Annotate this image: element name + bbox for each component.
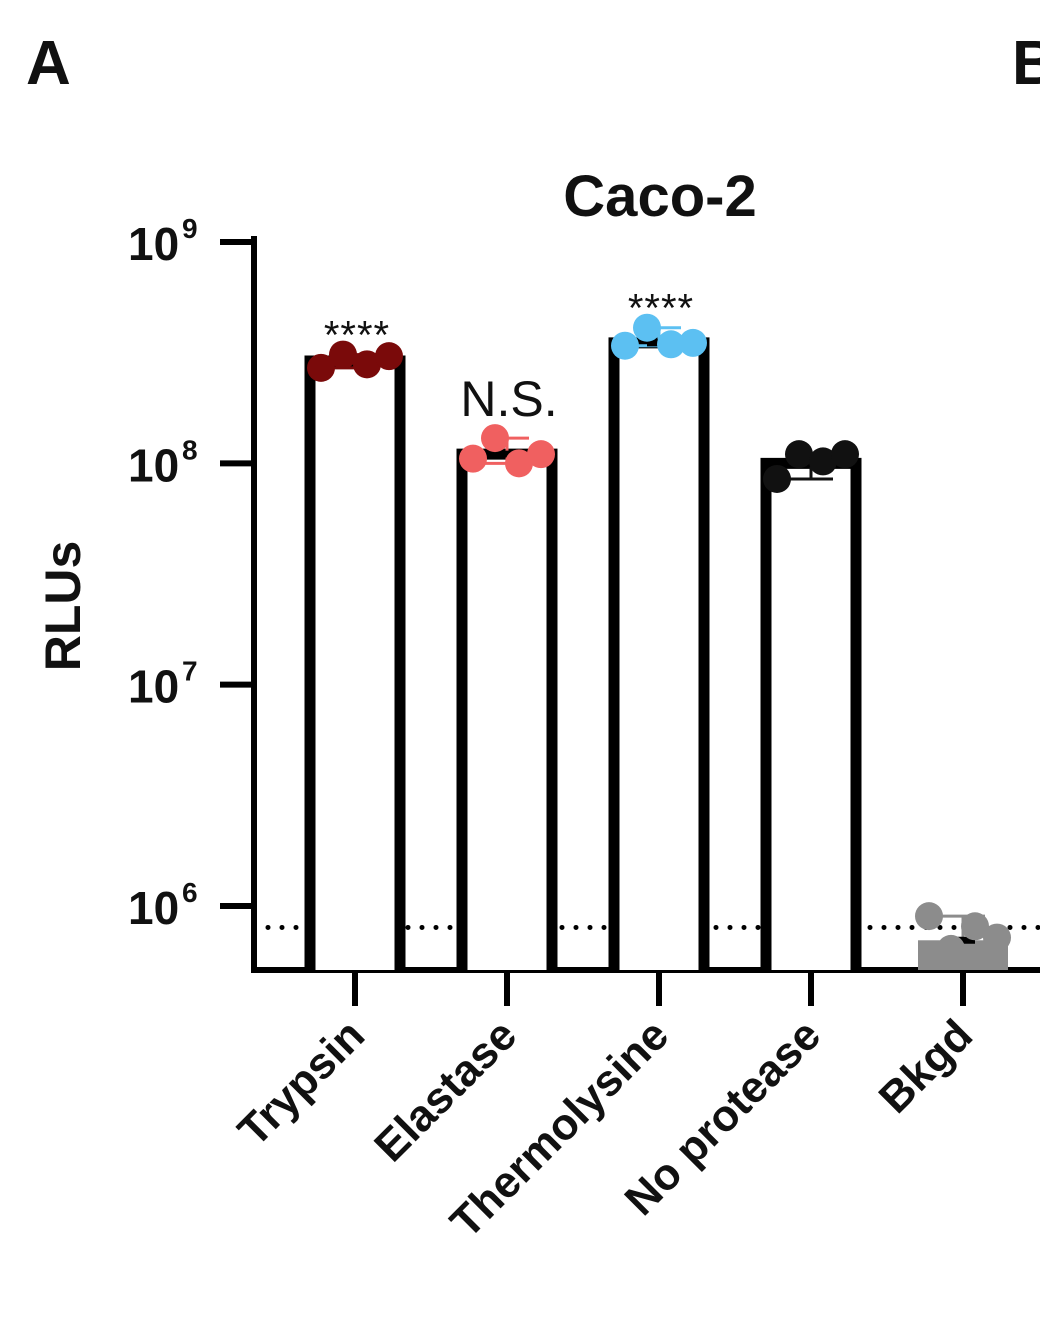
bar-group: **** bbox=[304, 314, 406, 970]
bar bbox=[760, 457, 862, 970]
data-point bbox=[505, 449, 533, 478]
data-point bbox=[809, 447, 837, 476]
panel-letter-next: B bbox=[1012, 29, 1040, 98]
data-point bbox=[481, 424, 509, 453]
data-point bbox=[983, 923, 1011, 952]
x-ticks bbox=[352, 970, 966, 1006]
data-point bbox=[633, 313, 661, 342]
x-tick-label: Bkgd bbox=[870, 1010, 982, 1122]
y-tick-label-base: 10 bbox=[128, 661, 179, 713]
y-tick-label-exponent: 8 bbox=[182, 434, 198, 465]
bar-group bbox=[915, 902, 1011, 970]
data-point bbox=[527, 440, 555, 469]
bar-group: **** bbox=[608, 287, 710, 970]
data-point bbox=[763, 464, 791, 493]
bar-group: N.S. bbox=[456, 371, 558, 970]
significance-stars: **** bbox=[628, 287, 694, 331]
data-point bbox=[937, 934, 965, 963]
bar bbox=[456, 448, 558, 970]
y-tick-label-exponent: 9 bbox=[182, 213, 198, 244]
data-point bbox=[307, 353, 335, 382]
data-point bbox=[961, 912, 989, 941]
data-point bbox=[459, 444, 487, 473]
data-point bbox=[657, 330, 685, 359]
bar bbox=[304, 355, 406, 970]
x-tick-label: Elastase bbox=[365, 1010, 526, 1171]
y-tick-label-exponent: 6 bbox=[182, 877, 198, 908]
data-point bbox=[353, 350, 381, 379]
bars: **** N.S. **** bbox=[304, 287, 1011, 970]
bar bbox=[608, 337, 710, 970]
data-point bbox=[375, 342, 403, 371]
significance-stars: **** bbox=[324, 314, 390, 358]
y-tick-label-base: 10 bbox=[128, 218, 179, 270]
data-point bbox=[831, 440, 859, 469]
significance-ns: N.S. bbox=[460, 371, 557, 427]
data-point bbox=[329, 340, 357, 369]
y-tick-label-base: 10 bbox=[128, 882, 179, 934]
bar-group bbox=[760, 440, 862, 970]
data-point bbox=[679, 328, 707, 357]
y-tick-label-base: 10 bbox=[128, 439, 179, 491]
data-point bbox=[785, 440, 813, 469]
data-point bbox=[611, 331, 639, 360]
x-tick-label: Trypsin bbox=[229, 1010, 374, 1155]
y-axis-label: RLUs bbox=[35, 541, 91, 672]
panel-letter: A bbox=[26, 29, 71, 98]
y-tick-label-exponent: 7 bbox=[182, 656, 198, 687]
data-point bbox=[915, 902, 943, 931]
chart-title: Caco-2 bbox=[563, 164, 756, 229]
